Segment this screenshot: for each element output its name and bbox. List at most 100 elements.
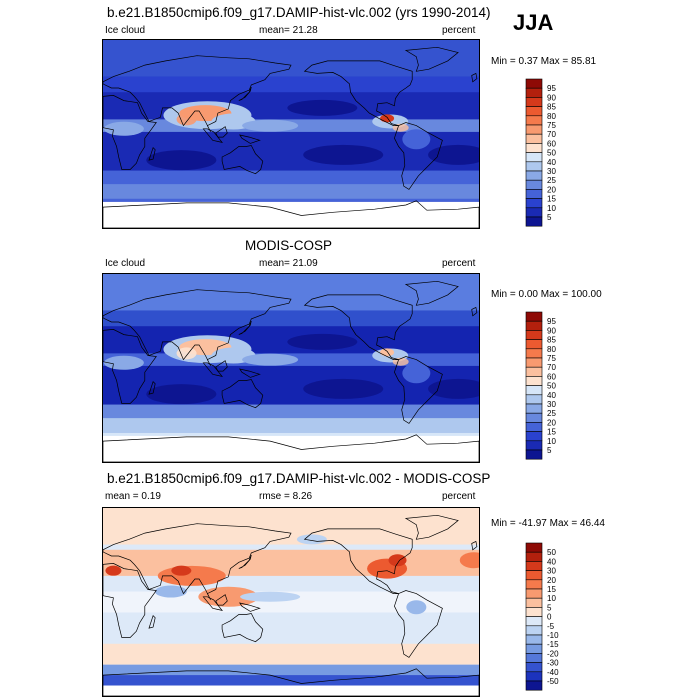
panel2-map — [102, 273, 480, 463]
colorbar-tick-label: 75 — [547, 354, 556, 363]
panel3-title: b.e21.B1850cmip6.f09_g17.DAMIP-hist-vlc.… — [107, 471, 491, 486]
colorbar-box — [525, 97, 543, 107]
panel1-title: b.e21.B1850cmip6.f09_g17.DAMIP-hist-vlc.… — [107, 5, 491, 20]
colorbar-tick-label: 90 — [547, 93, 556, 102]
colorbar-box — [525, 124, 543, 135]
colorbar-box — [525, 133, 543, 144]
coastline — [103, 200, 479, 228]
colorbar-box — [525, 607, 543, 617]
colorbar-box — [525, 330, 543, 340]
colorbar-tick-label: 5 — [547, 603, 552, 612]
colorbar-box — [525, 170, 543, 181]
colorbar-box — [525, 366, 543, 377]
colorbar-tick-label: 70 — [547, 363, 556, 372]
antarctica-mask — [103, 685, 479, 696]
colorbar-tick-label: -30 — [547, 659, 559, 668]
colorbar-tick-label: -10 — [547, 631, 559, 640]
coastline — [303, 528, 413, 594]
coastline — [404, 280, 459, 306]
colorbar-box — [525, 440, 543, 451]
colorbar-box — [525, 189, 543, 199]
panel1-field-label: Ice cloud — [105, 25, 146, 36]
colorbar-tick-label: 60 — [547, 372, 556, 381]
southern-storm-band — [103, 184, 479, 199]
field-region — [428, 378, 479, 399]
coastline — [148, 380, 156, 395]
colorbar-tick-label: 40 — [547, 391, 556, 400]
colorbar-tick-label: 20 — [547, 185, 556, 194]
coastlines — [103, 514, 479, 696]
coastline — [239, 134, 261, 144]
colorbar-tick-label: 70 — [547, 130, 556, 139]
colorbar-tick-label: 20 — [547, 418, 556, 427]
colorbar-tick-label: 15 — [547, 195, 556, 204]
colorbar-box — [525, 357, 543, 368]
colorbar-box — [525, 588, 543, 599]
coastlines — [103, 280, 479, 462]
colorbar-box — [525, 643, 543, 654]
panel2-units: percent — [442, 258, 476, 269]
colorbar-box — [525, 152, 543, 163]
colorbar-box — [525, 412, 543, 423]
southern-midlat-band — [103, 643, 479, 665]
colorbar-box — [525, 653, 543, 663]
coastline — [303, 294, 413, 360]
field-region — [406, 600, 427, 615]
colorbar-box — [525, 198, 543, 209]
panel1-colorbar: 95 90 85 80 75 70 60 50 40 30 25 20 15 10 5 — [525, 78, 586, 227]
panel3-mean: mean = 0.19 — [105, 491, 161, 502]
field-region — [105, 565, 122, 576]
colorbar-box — [525, 449, 543, 460]
panel3-map — [102, 507, 480, 697]
coastline — [471, 72, 478, 83]
colorbar-tick-label: -20 — [547, 649, 559, 658]
field-region — [103, 121, 144, 136]
antarctic-coast-band — [103, 675, 479, 686]
arctic-band — [103, 40, 479, 77]
field-region — [380, 114, 395, 123]
field-region — [146, 384, 217, 405]
field-region — [154, 585, 187, 598]
colorbar-box — [525, 422, 543, 432]
coastline — [404, 46, 459, 72]
panel1-map — [102, 39, 480, 229]
colorbar-tick-label: 30 — [547, 400, 556, 409]
coastline — [215, 360, 228, 372]
colorbar-tick-label: 50 — [547, 382, 556, 391]
colorbar-box — [525, 394, 543, 405]
coastline — [239, 602, 261, 612]
midlat-north-band — [103, 76, 479, 93]
colorbar-box — [525, 179, 543, 190]
panel2-minmax: Min = 0.00 Max = 100.00 — [491, 289, 602, 300]
coastline — [103, 289, 292, 367]
coastline — [303, 60, 413, 126]
colorbar-tick-label: 75 — [547, 121, 556, 130]
coastline — [238, 86, 252, 101]
panel3-colorbar: 50 40 30 20 15 10 5 0 -5 -10 -15 -20 -30 -40 -50 — [525, 542, 586, 693]
field-region — [388, 554, 407, 567]
colorbar-box — [525, 551, 543, 562]
colorbar-box — [525, 216, 543, 227]
colorbar-tick-label: 50 — [547, 149, 556, 158]
coastline — [221, 613, 264, 643]
colorbar-box — [525, 625, 543, 636]
colorbar-box — [525, 616, 543, 627]
colorbar-box — [525, 542, 543, 553]
colorbar-tick-label: 40 — [547, 158, 556, 167]
colorbar-box — [525, 385, 543, 396]
colorbar-tick-label: 0 — [547, 613, 552, 622]
colorbar-box — [525, 662, 543, 673]
colorbar-box — [525, 207, 543, 218]
colorbar-tick-label: 5 — [547, 446, 552, 455]
colorbar-tick-label: 10 — [547, 437, 556, 446]
panel2-mean: mean= 21.09 — [259, 258, 318, 269]
colorbar-tick-label: -50 — [547, 677, 559, 686]
colorbar-tick-label: 25 — [547, 409, 556, 418]
colorbar-tick-label: 80 — [547, 345, 556, 354]
colorbar-tick-label: 95 — [547, 84, 556, 93]
panel1-mean: mean= 21.28 — [259, 25, 318, 36]
colorbar-box — [525, 106, 543, 117]
arctic-band — [103, 508, 479, 545]
field-region — [459, 552, 479, 569]
field-region — [402, 363, 431, 384]
